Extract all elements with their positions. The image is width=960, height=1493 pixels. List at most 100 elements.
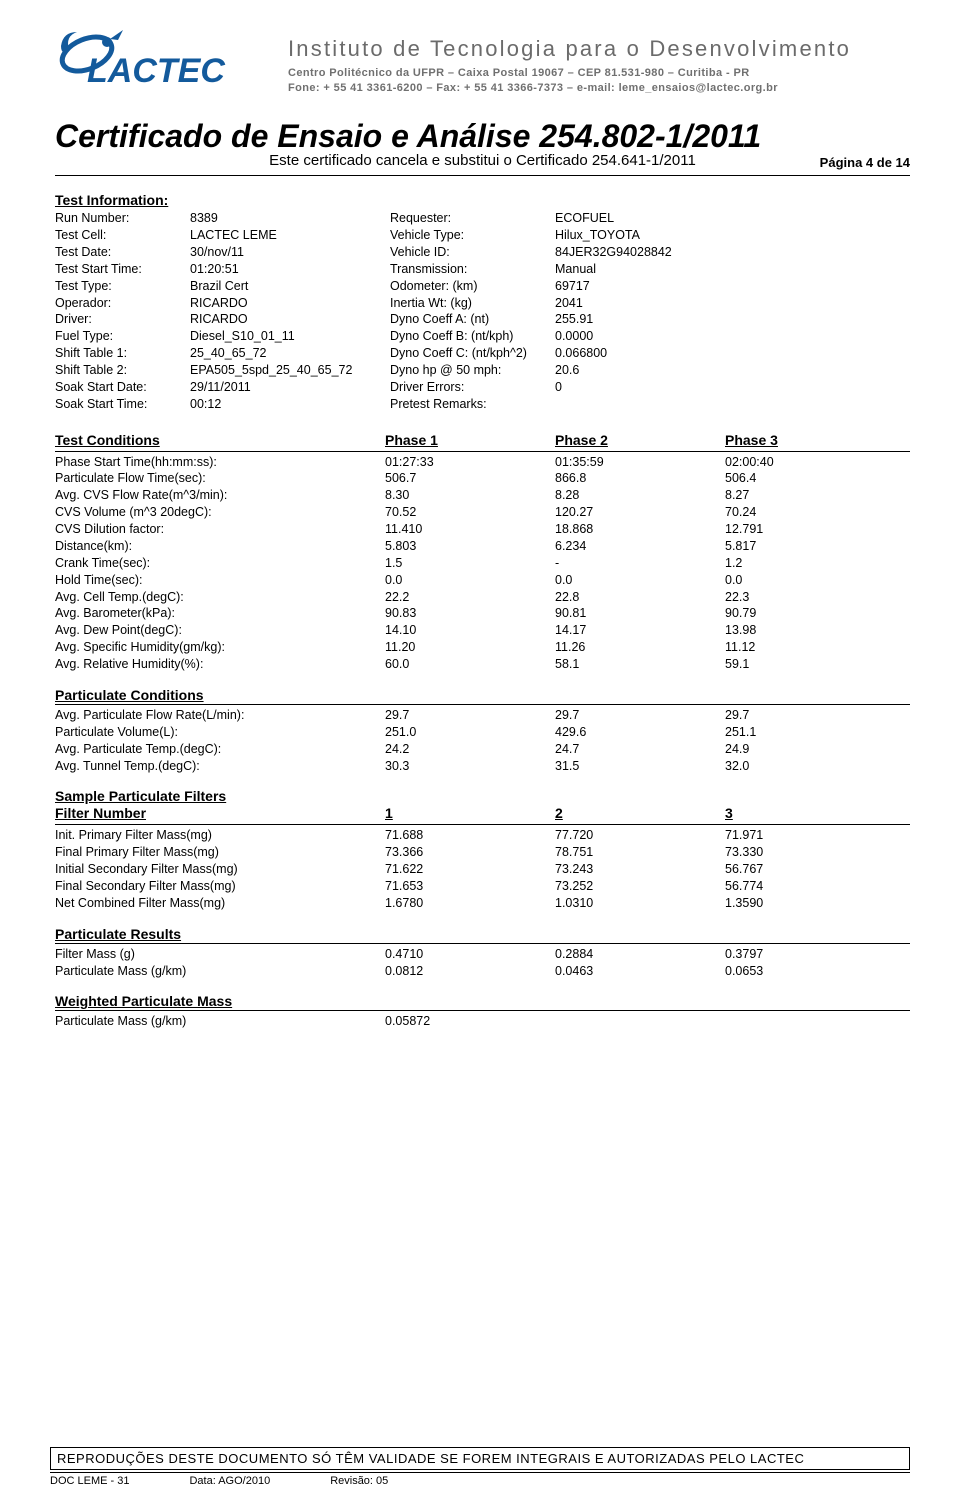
phase-3-header: Phase 3 bbox=[725, 431, 910, 450]
info-cell bbox=[555, 396, 910, 413]
data-cell: 0.0653 bbox=[725, 963, 910, 980]
particulate-conditions-heading: Particulate Conditions bbox=[55, 687, 910, 703]
header-rule bbox=[55, 175, 910, 176]
data-cell: Final Primary Filter Mass(mg) bbox=[55, 844, 385, 861]
svg-text:LACTEC: LACTEC bbox=[87, 52, 225, 90]
particulate-conditions-rule bbox=[55, 704, 910, 705]
weighted-rule bbox=[55, 1010, 910, 1011]
data-cell: 29.7 bbox=[555, 707, 725, 724]
data-cell: CVS Volume (m^3 20degC): bbox=[55, 504, 385, 521]
info-cell: 69717 bbox=[555, 278, 910, 295]
particulate-conditions-grid: Avg. Particulate Flow Rate(L/min):29.729… bbox=[55, 707, 910, 775]
data-cell: 22.8 bbox=[555, 589, 725, 606]
data-cell: CVS Dilution factor: bbox=[55, 521, 385, 538]
data-cell: 11.12 bbox=[725, 639, 910, 656]
info-cell: Driver: bbox=[55, 311, 190, 328]
data-cell: 1.2 bbox=[725, 555, 910, 572]
info-cell: Dyno Coeff C: (nt/kph^2) bbox=[390, 345, 555, 362]
filters-grid: Init. Primary Filter Mass(mg)71.68877.72… bbox=[55, 827, 910, 911]
results-heading: Particulate Results bbox=[55, 926, 910, 942]
data-cell: Particulate Mass (g/km) bbox=[55, 963, 385, 980]
filter-number-row: Filter Number 1 2 3 bbox=[55, 804, 910, 823]
info-cell: Pretest Remarks: bbox=[390, 396, 555, 413]
info-cell: 255.91 bbox=[555, 311, 910, 328]
data-cell: 56.767 bbox=[725, 861, 910, 878]
info-cell: Transmission: bbox=[390, 261, 555, 278]
data-cell: 866.8 bbox=[555, 470, 725, 487]
info-cell: 29/11/2011 bbox=[190, 379, 390, 396]
test-info-grid: Run Number:8389Requester:ECOFUELTest Cel… bbox=[55, 210, 910, 413]
footer-rev: Revisão: 05 bbox=[330, 1475, 388, 1487]
data-cell: 56.774 bbox=[725, 878, 910, 895]
data-cell: 0.2884 bbox=[555, 946, 725, 963]
data-cell: Avg. Particulate Temp.(degC): bbox=[55, 741, 385, 758]
info-cell: Fuel Type: bbox=[55, 328, 190, 345]
info-cell: Diesel_S10_01_11 bbox=[190, 328, 390, 345]
info-cell: 01:20:51 bbox=[190, 261, 390, 278]
data-cell: 59.1 bbox=[725, 656, 910, 673]
info-cell: RICARDO bbox=[190, 311, 390, 328]
data-cell bbox=[555, 1013, 725, 1030]
data-cell: 73.366 bbox=[385, 844, 555, 861]
data-cell: 0.0463 bbox=[555, 963, 725, 980]
conditions-grid: Phase Start Time(hh:mm:ss):01:27:3301:35… bbox=[55, 454, 910, 673]
data-cell: 5.817 bbox=[725, 538, 910, 555]
data-cell: 11.26 bbox=[555, 639, 725, 656]
filters-rule bbox=[55, 824, 910, 825]
data-cell: 0.0 bbox=[725, 572, 910, 589]
data-cell: 18.868 bbox=[555, 521, 725, 538]
data-cell: Avg. CVS Flow Rate(m^3/min): bbox=[55, 487, 385, 504]
data-cell: 77.720 bbox=[555, 827, 725, 844]
data-cell: 24.2 bbox=[385, 741, 555, 758]
data-cell: 22.3 bbox=[725, 589, 910, 606]
data-cell: 01:35:59 bbox=[555, 454, 725, 471]
info-cell: Driver Errors: bbox=[390, 379, 555, 396]
data-cell: 60.0 bbox=[385, 656, 555, 673]
filters-heading: Sample Particulate Filters bbox=[55, 788, 910, 804]
filter-number-heading: Filter Number bbox=[55, 804, 385, 823]
info-cell: 00:12 bbox=[190, 396, 390, 413]
data-cell: 1.3590 bbox=[725, 895, 910, 912]
data-cell: 506.7 bbox=[385, 470, 555, 487]
data-cell: 8.27 bbox=[725, 487, 910, 504]
info-cell: EPA505_5spd_25_40_65_72 bbox=[190, 362, 390, 379]
info-cell: 0 bbox=[555, 379, 910, 396]
info-cell: RICARDO bbox=[190, 295, 390, 312]
info-cell: 2041 bbox=[555, 295, 910, 312]
data-cell: 29.7 bbox=[385, 707, 555, 724]
data-cell: 0.4710 bbox=[385, 946, 555, 963]
info-cell: Soak Start Date: bbox=[55, 379, 190, 396]
info-cell: LACTEC LEME bbox=[190, 227, 390, 244]
info-cell: 25_40_65_72 bbox=[190, 345, 390, 362]
data-cell: Avg. Relative Humidity(%): bbox=[55, 656, 385, 673]
data-cell: 90.79 bbox=[725, 605, 910, 622]
footer-date: Data: AGO/2010 bbox=[189, 1475, 270, 1487]
footer-meta: DOC LEME - 31 Data: AGO/2010 Revisão: 05 bbox=[50, 1472, 910, 1487]
info-cell: Soak Start Time: bbox=[55, 396, 190, 413]
info-cell: Dyno Coeff A: (nt) bbox=[390, 311, 555, 328]
lactec-logo: LACTEC bbox=[55, 26, 270, 109]
data-cell: 8.28 bbox=[555, 487, 725, 504]
data-cell: 78.751 bbox=[555, 844, 725, 861]
info-cell: ECOFUEL bbox=[555, 210, 910, 227]
results-grid: Filter Mass (g)0.47100.28840.3797Particu… bbox=[55, 946, 910, 980]
data-cell: 0.05872 bbox=[385, 1013, 555, 1030]
info-cell: Test Cell: bbox=[55, 227, 190, 244]
info-cell: Test Date: bbox=[55, 244, 190, 261]
data-cell: 73.252 bbox=[555, 878, 725, 895]
info-cell: 0.066800 bbox=[555, 345, 910, 362]
data-cell: 13.98 bbox=[725, 622, 910, 639]
data-cell: Distance(km): bbox=[55, 538, 385, 555]
data-cell: Final Secondary Filter Mass(mg) bbox=[55, 878, 385, 895]
data-cell: 506.4 bbox=[725, 470, 910, 487]
data-cell: 8.30 bbox=[385, 487, 555, 504]
info-cell: 30/nov/11 bbox=[190, 244, 390, 261]
data-cell: - bbox=[555, 555, 725, 572]
phase-1-header: Phase 1 bbox=[385, 431, 555, 450]
info-cell: Test Start Time: bbox=[55, 261, 190, 278]
data-cell: 71.622 bbox=[385, 861, 555, 878]
footer-doc: DOC LEME - 31 bbox=[50, 1475, 129, 1487]
data-cell: 251.0 bbox=[385, 724, 555, 741]
data-cell: 11.20 bbox=[385, 639, 555, 656]
test-info-heading: Test Information: bbox=[55, 192, 910, 208]
